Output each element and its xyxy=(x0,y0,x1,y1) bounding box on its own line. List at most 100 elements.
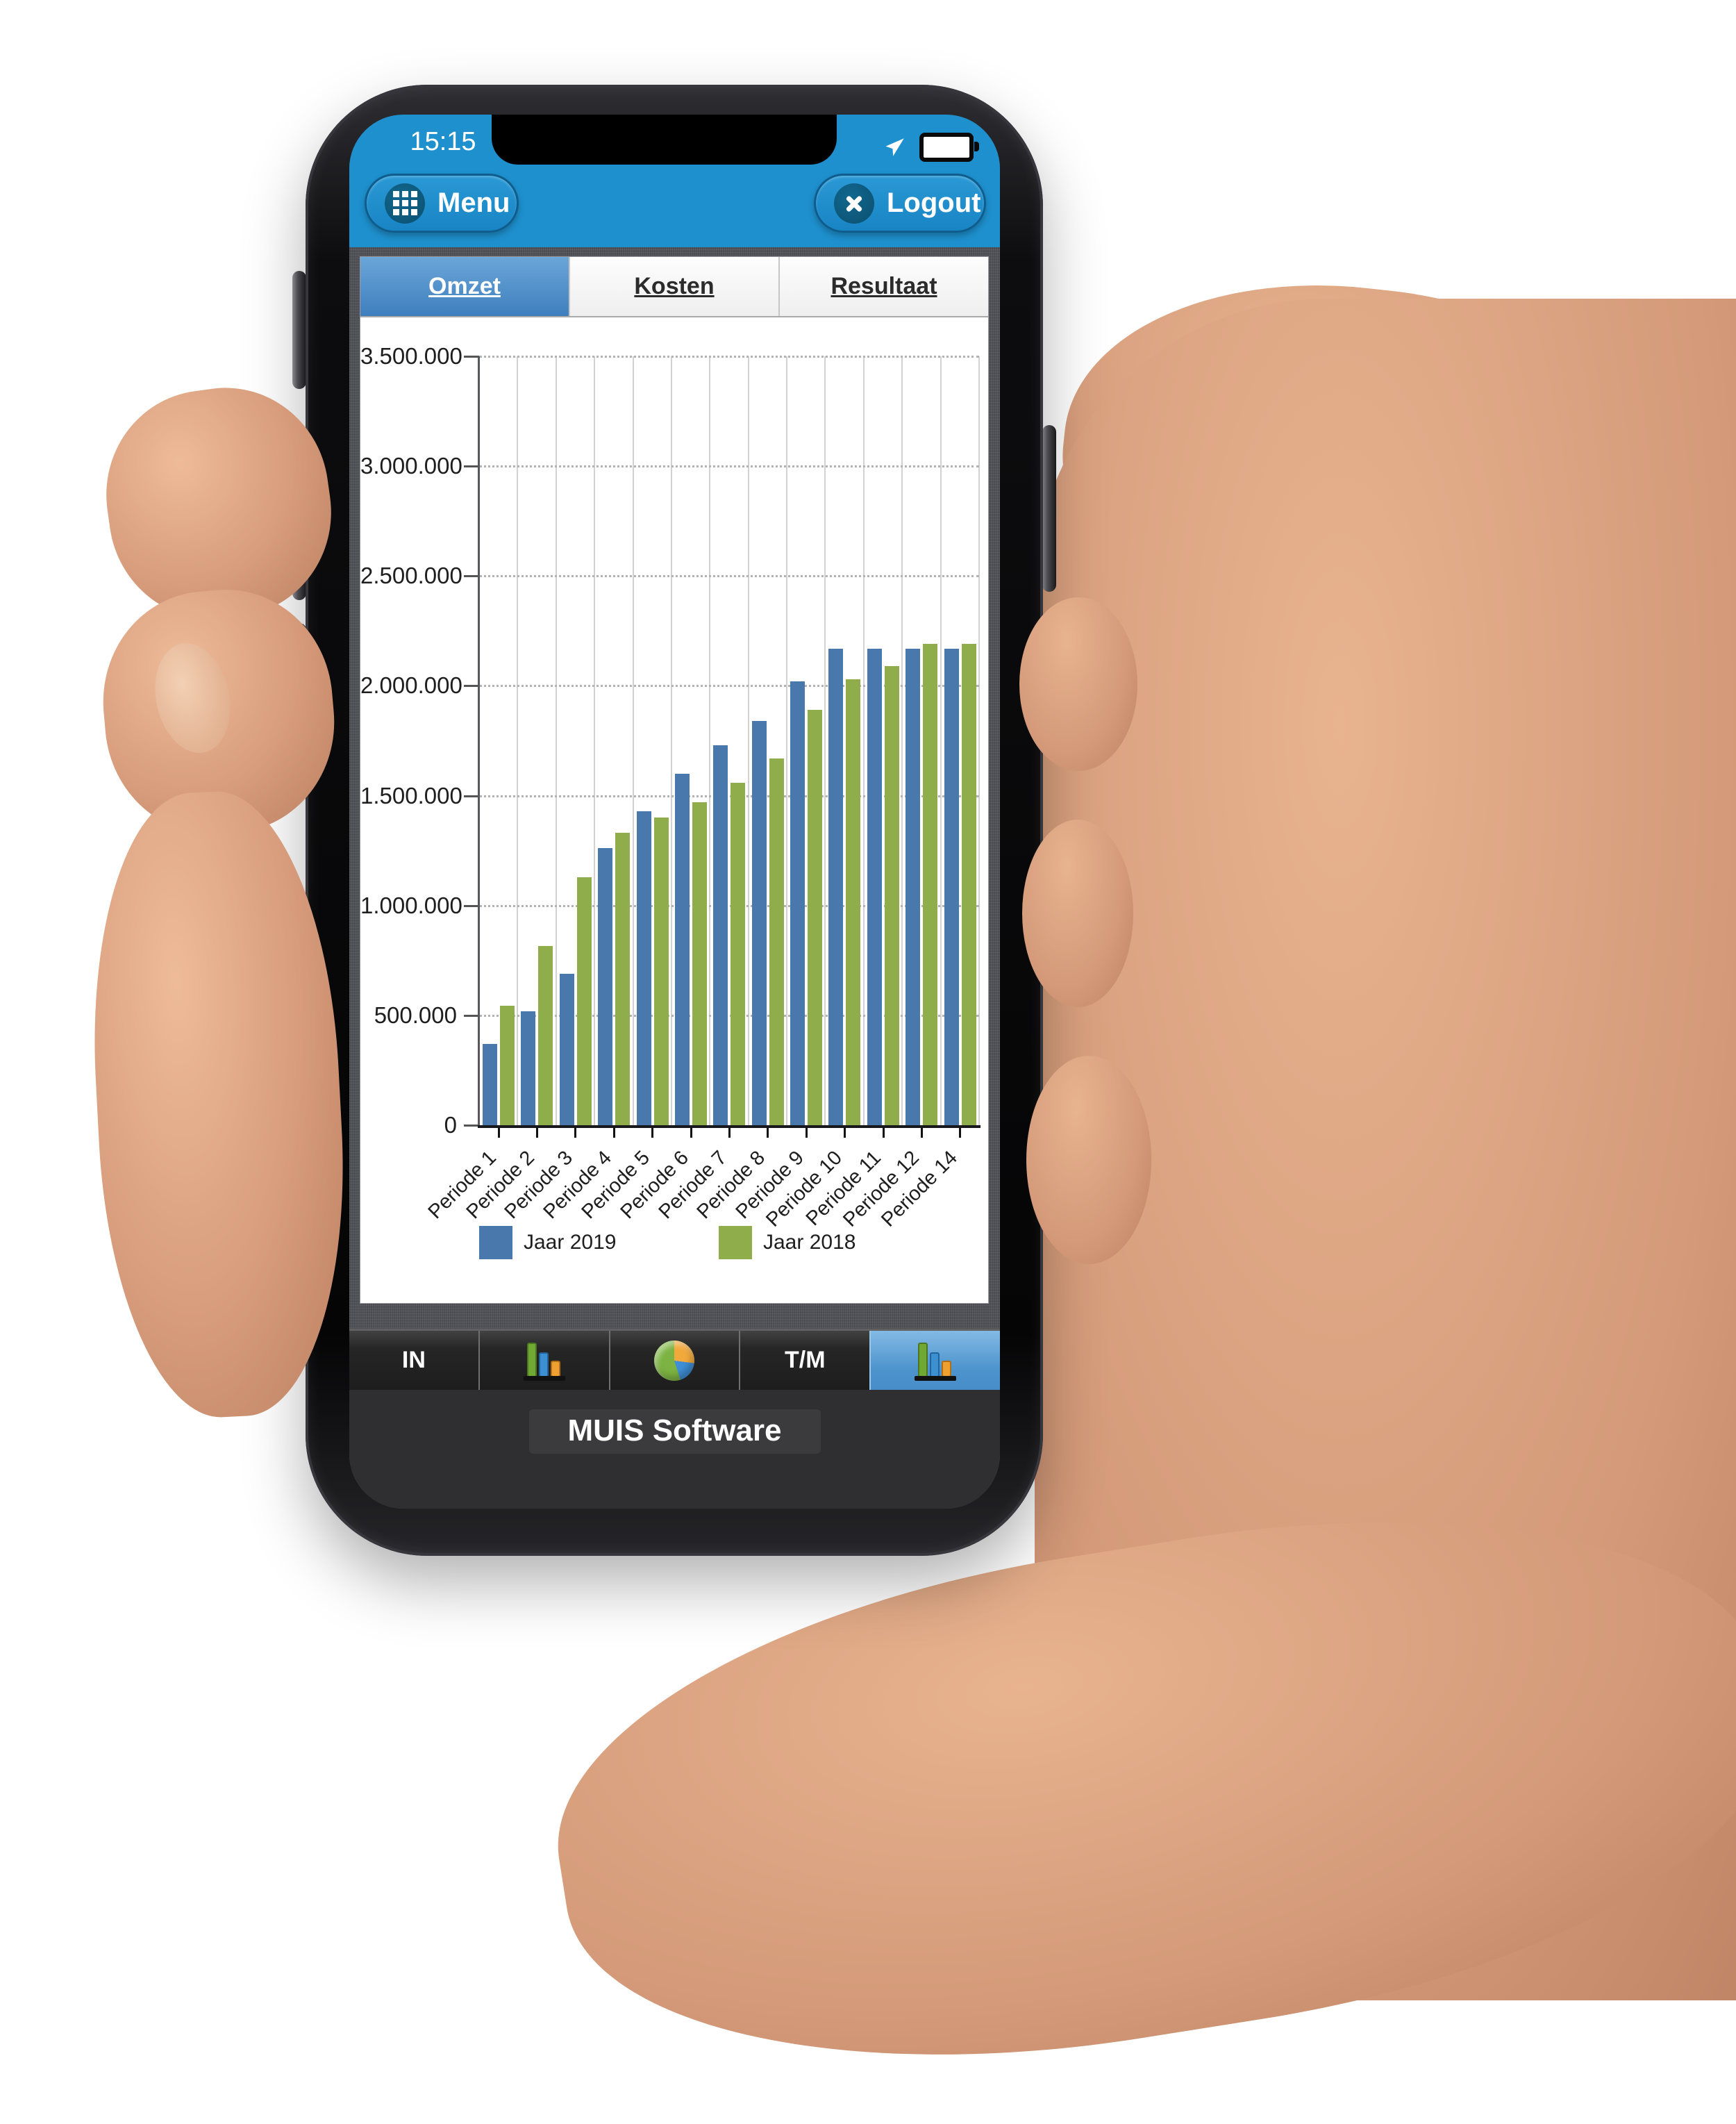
toolbar-item-tm[interactable]: T/M xyxy=(739,1331,869,1390)
bar-jaar-2018-periode-6 xyxy=(692,802,707,1125)
phone-screen: 15:15 Menu Logout Omzet Kosten Resultaat… xyxy=(349,115,1000,1509)
bar-jaar-2018-periode-5 xyxy=(653,818,669,1125)
bar-jaar-2019-periode-1 xyxy=(483,1043,497,1125)
pie-chart-icon xyxy=(654,1340,695,1381)
y-axis-tick xyxy=(464,795,479,797)
toolbar-item-bar-chart-selected[interactable] xyxy=(869,1331,1000,1390)
bar-jaar-2018-periode-11 xyxy=(884,665,899,1125)
y-axis-label: 1.000.000 xyxy=(360,892,462,918)
logout-button[interactable]: Logout xyxy=(814,174,986,233)
bar-chart-icon xyxy=(915,1342,957,1381)
silence-switch xyxy=(292,271,306,389)
y-axis-tick xyxy=(464,465,479,468)
y-axis-line xyxy=(478,356,480,1127)
content-card: Omzet Kosten Resultaat 0 500.000 1.000.000… xyxy=(360,257,988,1303)
footer-panel xyxy=(528,1409,821,1454)
bar-jaar-2019-periode-6 xyxy=(674,773,690,1125)
hand-knuckle xyxy=(1026,1056,1151,1264)
plot-vertical-gridline xyxy=(824,356,826,1125)
bar-jaar-2019-periode-5 xyxy=(636,811,651,1125)
bar-jaar-2018-periode-14 xyxy=(961,644,976,1125)
status-time: 15:15 xyxy=(410,127,476,156)
bar-jaar-2018-periode-2 xyxy=(538,946,553,1125)
plot-vertical-gridline xyxy=(594,356,596,1125)
plot-horizontal-gridline xyxy=(479,356,979,358)
plot-vertical-gridline xyxy=(632,356,634,1125)
plot-vertical-gridline xyxy=(786,356,788,1125)
legend-swatch-jaar-2018 xyxy=(719,1226,752,1259)
y-axis-label: 1.500.000 xyxy=(360,782,462,808)
plot-vertical-gridline xyxy=(747,356,749,1125)
toolbar-in-label: IN xyxy=(401,1347,426,1373)
menu-button[interactable]: Menu xyxy=(365,174,519,233)
status-icons xyxy=(883,133,979,162)
plot-horizontal-gridline xyxy=(479,904,979,907)
toolbar-item-in[interactable]: IN xyxy=(349,1331,478,1390)
y-axis-label: 3.500.000 xyxy=(360,343,462,369)
footer-bar: MUIS Software xyxy=(349,1390,1000,1509)
hand-knuckle xyxy=(1022,820,1133,1007)
plot-horizontal-gridline xyxy=(479,685,979,688)
plot-horizontal-gridline xyxy=(479,795,979,797)
tab-resultaat[interactable]: Resultaat xyxy=(780,257,988,316)
x-axis-tick xyxy=(767,1128,769,1138)
bar-jaar-2019-periode-10 xyxy=(828,648,844,1125)
hand-knuckle xyxy=(1019,597,1137,771)
plot-vertical-gridline xyxy=(978,356,980,1125)
plot-vertical-gridline xyxy=(517,356,519,1125)
legend-label: Jaar 2018 xyxy=(763,1231,856,1254)
close-icon xyxy=(834,183,874,224)
bar-jaar-2018-periode-8 xyxy=(769,758,784,1125)
bar-jaar-2018-periode-10 xyxy=(846,679,861,1125)
bar-jaar-2019-periode-11 xyxy=(867,648,882,1125)
y-axis-label: 2.000.000 xyxy=(360,672,462,699)
x-axis-tick xyxy=(497,1128,500,1138)
tab-bar: Omzet Kosten Resultaat xyxy=(360,257,988,317)
toolbar-item-bar-chart[interactable] xyxy=(478,1331,609,1390)
y-axis-tick xyxy=(464,1125,479,1127)
bar-jaar-2019-periode-12 xyxy=(905,648,921,1125)
plot-vertical-gridline xyxy=(670,356,672,1125)
y-axis-tick xyxy=(464,685,479,688)
navigation-arrow-icon xyxy=(885,138,904,156)
legend-item: Jaar 2018 xyxy=(719,1226,856,1259)
toolbar-tm-label: T/M xyxy=(785,1347,826,1373)
y-axis-label: 3.000.000 xyxy=(360,453,462,479)
bar-jaar-2018-periode-4 xyxy=(615,833,631,1125)
bar-jaar-2019-periode-8 xyxy=(751,721,767,1125)
brand-label: MUIS Software xyxy=(567,1413,782,1447)
bar-jaar-2018-periode-12 xyxy=(923,644,938,1125)
y-axis-tick xyxy=(464,575,479,578)
plot-vertical-gridline xyxy=(862,356,865,1125)
y-axis-tick xyxy=(464,356,479,358)
bar-jaar-2019-periode-4 xyxy=(598,848,613,1125)
bottom-toolbar: IN T/M xyxy=(349,1329,1000,1390)
legend-swatch-jaar-2019 xyxy=(479,1226,512,1259)
tab-omzet[interactable]: Omzet xyxy=(360,257,570,316)
toolbar-item-pie-chart[interactable] xyxy=(608,1331,740,1390)
x-axis-tick xyxy=(959,1128,962,1138)
x-axis-tick xyxy=(612,1128,615,1138)
x-axis-line xyxy=(478,1125,980,1128)
bar-jaar-2019-periode-14 xyxy=(944,648,959,1125)
bar-jaar-2018-periode-1 xyxy=(500,1005,515,1125)
x-axis-tick xyxy=(690,1128,692,1138)
y-axis-tick xyxy=(464,904,479,907)
legend-label: Jaar 2019 xyxy=(524,1231,617,1254)
phone-notch xyxy=(492,115,837,165)
bar-jaar-2018-periode-9 xyxy=(808,710,823,1125)
menu-grid-icon xyxy=(385,183,425,224)
plot-horizontal-gridline xyxy=(479,575,979,578)
bar-jaar-2018-periode-3 xyxy=(576,877,592,1125)
x-axis-tick xyxy=(805,1128,808,1138)
plot-vertical-gridline xyxy=(940,356,942,1125)
bar-chart: 0 500.000 1.000.000 1.500.000 2.000.000 2.500… xyxy=(360,316,988,1303)
x-axis-tick xyxy=(728,1128,731,1138)
x-axis-tick xyxy=(844,1128,846,1138)
bar-jaar-2018-periode-7 xyxy=(731,782,746,1125)
battery-icon xyxy=(919,133,979,162)
plot-vertical-gridline xyxy=(709,356,711,1125)
plot-horizontal-gridline xyxy=(479,1014,979,1017)
power-button xyxy=(1042,425,1056,592)
tab-kosten[interactable]: Kosten xyxy=(570,257,780,316)
